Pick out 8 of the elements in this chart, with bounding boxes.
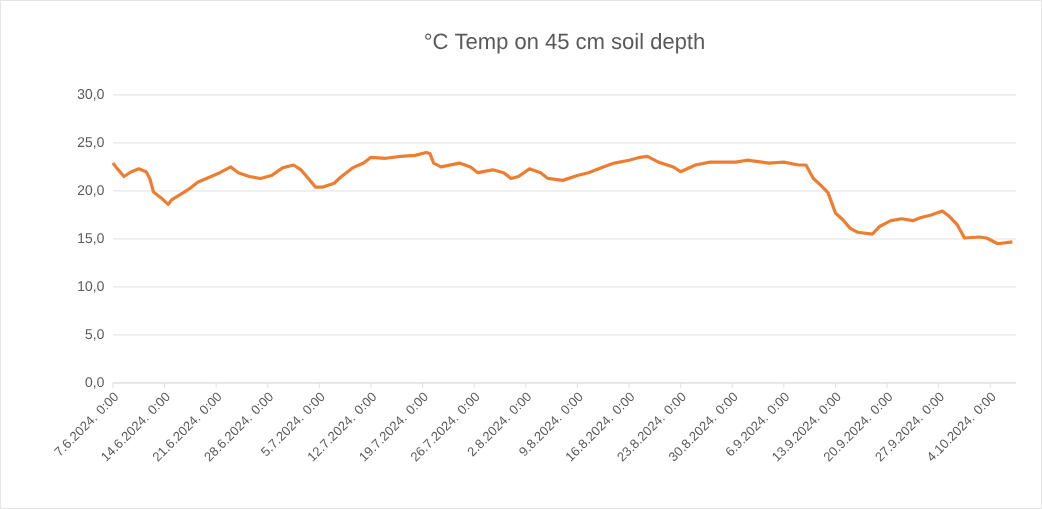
y-tick-label: 20,0 — [77, 185, 104, 197]
chart-title: °C Temp on 45 cm soil depth — [425, 33, 704, 54]
y-tick-label: 0,0 — [85, 377, 104, 389]
y-tick-label: 25,0 — [77, 137, 104, 149]
y-tick-label: 30,0 — [77, 89, 104, 101]
y-tick-label: 15,0 — [78, 233, 104, 245]
y-tick-label: 10,0 — [78, 281, 104, 293]
y-tick-label: 5,0 — [85, 329, 104, 341]
